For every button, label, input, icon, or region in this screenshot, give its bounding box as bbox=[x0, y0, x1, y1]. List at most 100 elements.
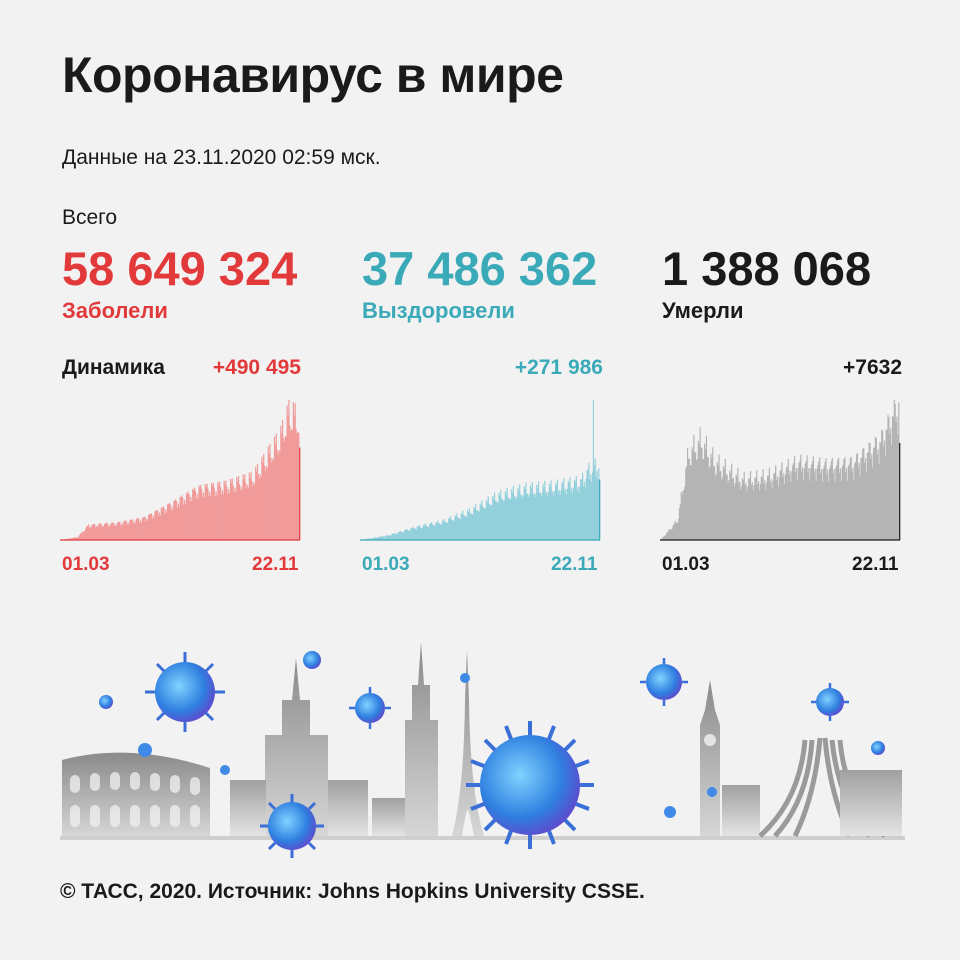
cases-bar bbox=[244, 474, 246, 540]
stat-deaths: 1 388 068 Умерли bbox=[662, 240, 871, 324]
recovered-bar bbox=[538, 493, 541, 540]
deaths-bar bbox=[775, 480, 778, 540]
recovered-bar bbox=[419, 526, 421, 540]
cases-bar bbox=[171, 506, 173, 540]
recovered-bar bbox=[543, 487, 545, 540]
cases-bar bbox=[77, 536, 80, 540]
deaths-bar bbox=[837, 457, 840, 540]
deaths-bar bbox=[855, 462, 857, 540]
cases-bar bbox=[241, 489, 243, 540]
deaths-bar bbox=[703, 458, 705, 540]
cases-bar bbox=[123, 520, 126, 540]
deaths-bar bbox=[746, 491, 748, 540]
recovered-bar bbox=[552, 491, 554, 540]
cases-bar bbox=[160, 507, 162, 540]
deaths-bar bbox=[808, 467, 810, 540]
recovered-bar bbox=[531, 481, 533, 540]
cases-bar bbox=[174, 500, 176, 540]
cases-bar bbox=[166, 504, 169, 540]
deaths-bar bbox=[820, 469, 823, 540]
deaths-bar bbox=[673, 524, 675, 540]
recovered-bar bbox=[582, 472, 584, 540]
cases-bar bbox=[257, 474, 259, 540]
deaths-bar bbox=[894, 404, 896, 540]
recovered-bar bbox=[386, 535, 389, 540]
deaths-bar bbox=[810, 468, 812, 540]
recovered-bar bbox=[466, 516, 468, 540]
cases-bar bbox=[117, 521, 119, 540]
deaths-bar bbox=[779, 470, 781, 540]
cases-bar bbox=[209, 491, 211, 540]
deaths-bar bbox=[719, 471, 721, 540]
date-line: Данные на 23.11.2020 02:59 мск. bbox=[62, 146, 381, 169]
deaths-bar bbox=[866, 452, 868, 540]
deaths-bar bbox=[785, 468, 788, 540]
recovered-bar bbox=[534, 496, 536, 540]
recovered-bar bbox=[565, 494, 568, 540]
deaths-bar bbox=[680, 491, 682, 540]
cases-bar bbox=[188, 494, 190, 540]
cases-bar bbox=[218, 485, 220, 540]
brasilia-cathedral-icon bbox=[758, 737, 902, 838]
deaths-bar bbox=[761, 476, 763, 540]
recovered-bar bbox=[371, 538, 373, 540]
recovered-bar bbox=[379, 536, 381, 540]
deaths-bar bbox=[671, 528, 673, 540]
total-label: Всего bbox=[62, 206, 118, 229]
cases-bar bbox=[73, 537, 75, 540]
cases-bar bbox=[216, 495, 218, 540]
page-title: Коронавирус в мире bbox=[62, 47, 564, 103]
deaths-bar bbox=[802, 467, 804, 540]
deaths-bar bbox=[890, 428, 892, 540]
recovered-bar bbox=[593, 465, 595, 540]
recovered-bar bbox=[590, 474, 592, 540]
deaths-bar bbox=[794, 472, 797, 540]
deaths-bar bbox=[801, 471, 803, 540]
recovered-bar bbox=[477, 511, 479, 540]
recovered-bar bbox=[380, 536, 382, 540]
recovered-bar bbox=[424, 523, 426, 540]
cases-bar bbox=[239, 490, 241, 540]
cases-bar bbox=[137, 518, 139, 540]
deaths-label: Умерли bbox=[662, 298, 744, 323]
cases-bar bbox=[275, 433, 277, 540]
deaths-bar bbox=[745, 483, 747, 540]
cases-bar bbox=[165, 509, 167, 540]
recovered-bar bbox=[567, 481, 569, 540]
deaths-bar bbox=[819, 457, 821, 540]
recovered-bar bbox=[412, 526, 414, 540]
deaths-bar bbox=[773, 473, 775, 540]
cases-bar bbox=[98, 523, 100, 540]
recovered-bar bbox=[385, 535, 387, 540]
recovered-bar bbox=[418, 525, 420, 540]
deaths-bar bbox=[741, 478, 743, 540]
deaths-bar bbox=[841, 466, 843, 540]
deaths-bar bbox=[789, 470, 791, 540]
recovered-bar bbox=[375, 537, 377, 540]
deaths-bar bbox=[751, 482, 753, 540]
deaths-bar bbox=[788, 474, 790, 540]
deaths-bar bbox=[898, 402, 900, 540]
deaths-bar bbox=[727, 483, 729, 540]
recovered-bar bbox=[573, 480, 576, 540]
recovered-bar bbox=[558, 490, 560, 540]
cases-bar bbox=[194, 490, 197, 540]
recovered-bar bbox=[555, 483, 557, 540]
deaths-bar bbox=[784, 474, 787, 540]
cases-bar bbox=[115, 526, 117, 540]
cases-bar bbox=[119, 521, 121, 540]
recovered-bar bbox=[515, 498, 517, 540]
deaths-bar bbox=[759, 484, 761, 540]
recovered-bar bbox=[386, 535, 388, 540]
cases-bar bbox=[158, 512, 161, 540]
cases-bar bbox=[197, 497, 199, 540]
recovered-bar bbox=[581, 479, 583, 540]
recovered-bar bbox=[528, 496, 530, 540]
deaths-bar bbox=[791, 471, 793, 540]
deaths-bar bbox=[885, 429, 887, 540]
recovered-bar bbox=[461, 514, 463, 540]
cases-bar bbox=[246, 484, 249, 540]
deaths-bar bbox=[848, 464, 850, 540]
recovered-bar bbox=[480, 505, 482, 540]
deaths-bar bbox=[764, 480, 766, 540]
